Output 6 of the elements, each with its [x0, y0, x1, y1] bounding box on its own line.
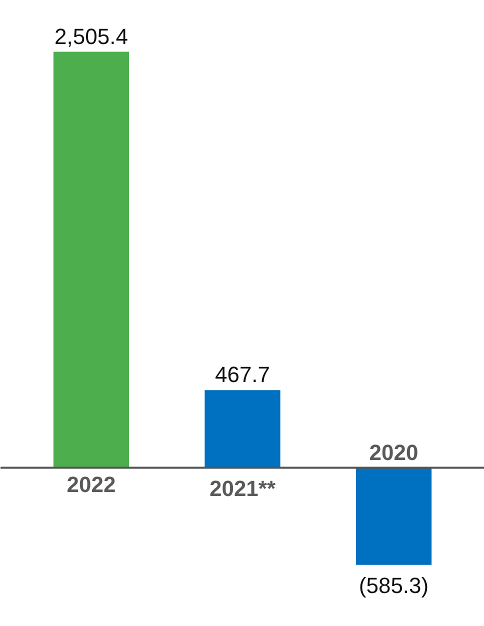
- x-tick-label: 2022: [66, 472, 116, 497]
- data-label: 467.7: [214, 362, 270, 388]
- x-tick-label: 2021**: [209, 476, 276, 501]
- data-label: (585.3): [358, 572, 429, 598]
- data-label: 2,505.4: [54, 24, 128, 49]
- x-tick-label: 2020: [369, 440, 418, 465]
